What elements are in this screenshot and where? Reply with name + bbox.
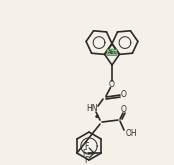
Text: HN: HN <box>86 104 98 113</box>
Text: F: F <box>84 156 88 165</box>
Text: OH: OH <box>126 129 138 138</box>
Text: Abs: Abs <box>108 50 117 55</box>
Text: O: O <box>121 105 127 114</box>
Text: O: O <box>121 90 127 99</box>
Text: F: F <box>82 148 86 158</box>
Text: ●: ● <box>95 115 99 119</box>
Text: O: O <box>109 80 115 89</box>
Text: F: F <box>84 142 88 150</box>
